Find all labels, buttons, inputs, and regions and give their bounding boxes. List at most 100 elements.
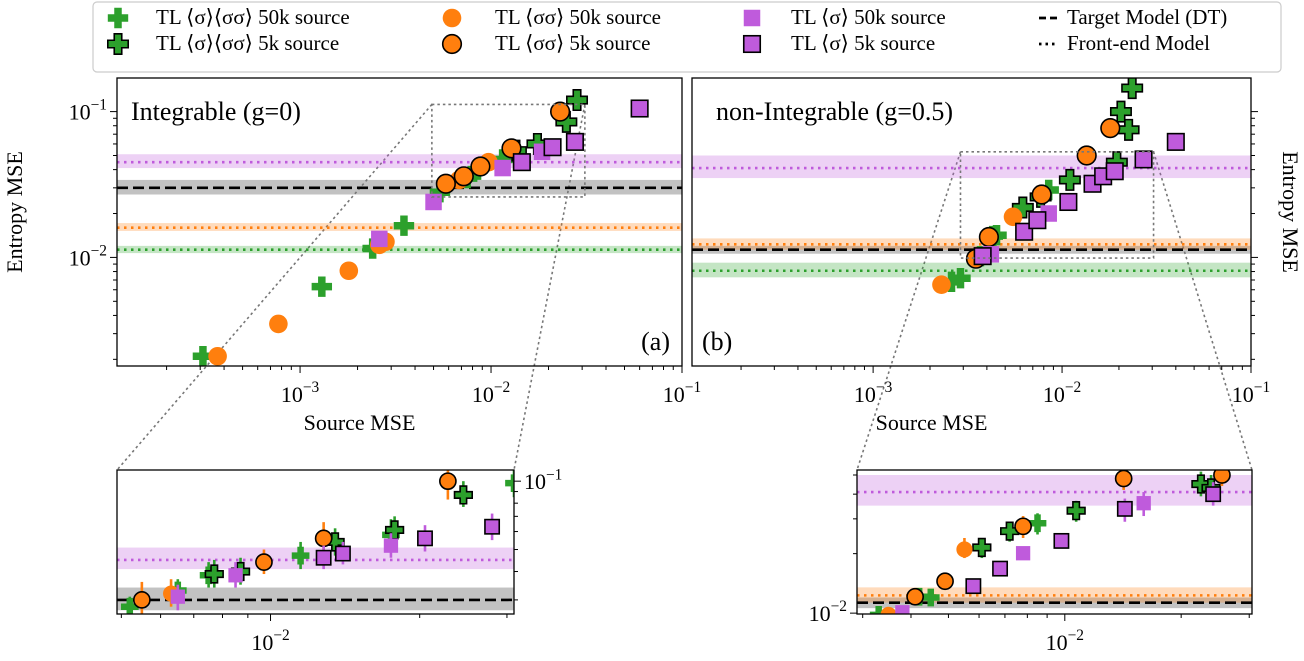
tick-label: 10−2 xyxy=(1043,379,1081,407)
point-square xyxy=(1116,500,1133,517)
point-square xyxy=(743,9,761,27)
point-square xyxy=(1015,546,1031,561)
legend-frame xyxy=(92,1,1282,73)
point-plus xyxy=(1000,521,1020,541)
point-square xyxy=(565,132,584,151)
tick-label: 10−3 xyxy=(854,379,893,407)
legend-entry: Front-end Model xyxy=(1039,31,1210,55)
point-circle xyxy=(936,572,954,591)
panel-2: 10−2 10−1 xyxy=(116,466,562,655)
point-circle xyxy=(1014,517,1032,536)
zoom-connector xyxy=(856,151,962,471)
zoom-region-box xyxy=(959,151,1155,259)
point-circle xyxy=(132,591,151,609)
point-square xyxy=(1105,162,1124,181)
point-plus xyxy=(107,7,129,29)
legend-entry: Target Model (DT) xyxy=(1039,5,1227,29)
zoom-connector xyxy=(116,103,433,471)
legend-entry: TL ⟨σ⟩ 5k source xyxy=(742,31,935,55)
tick-label: 10−2 xyxy=(1046,627,1084,655)
legend-label: TL ⟨σ⟩⟨σσ⟩ 5k source xyxy=(156,31,339,55)
uncertainty-band xyxy=(857,475,1252,506)
point-square xyxy=(425,193,442,211)
point-plus xyxy=(1011,196,1034,219)
y-axis-label: Entropy MSE xyxy=(1278,151,1303,273)
point-circle xyxy=(453,166,474,187)
point-square xyxy=(992,560,1009,577)
point-square xyxy=(973,247,992,266)
uncertainty-band xyxy=(692,262,1251,278)
point-square xyxy=(417,530,433,547)
uncertainty-band xyxy=(692,238,1251,250)
point-plus xyxy=(972,537,992,558)
point-circle xyxy=(339,261,359,281)
point-circle xyxy=(255,553,273,571)
point-circle xyxy=(1213,470,1231,484)
point-plus xyxy=(1028,514,1047,533)
point-square xyxy=(965,578,982,595)
point-circle xyxy=(932,275,951,294)
panel-tag: (b) xyxy=(702,327,732,356)
uncertainty-band xyxy=(692,155,1251,179)
point-plus xyxy=(429,182,451,203)
point-plus xyxy=(393,215,415,236)
point-circle xyxy=(880,606,897,614)
point-plus xyxy=(1058,168,1081,191)
legend-label: TL ⟨σσ⟩ 50k source xyxy=(495,5,661,29)
point-plus xyxy=(204,564,224,584)
legend-label: TL ⟨σ⟩ 50k source xyxy=(791,5,946,29)
tick-label: 10−1 xyxy=(1232,379,1270,407)
point-plus xyxy=(950,268,971,289)
tick-label: 10−2 xyxy=(251,627,289,655)
axes-frame xyxy=(691,77,1252,367)
point-circle xyxy=(470,156,491,177)
point-plus xyxy=(1117,118,1140,141)
x-axis-label: Source MSE xyxy=(876,410,988,435)
panel-3: 10−2 10−2 xyxy=(809,469,1253,655)
axes-frame xyxy=(116,469,515,615)
point-square xyxy=(1053,532,1070,549)
plot-area xyxy=(857,470,1252,614)
point-square xyxy=(1136,496,1151,511)
tick-label: 10−2 xyxy=(809,598,847,626)
tick-label: 10−1 xyxy=(69,97,107,125)
point-plus xyxy=(453,485,473,505)
x-axis-label: Source MSE xyxy=(304,410,416,435)
axes-frame xyxy=(116,77,683,367)
tick-label: 10−2 xyxy=(472,379,510,407)
point-plus xyxy=(1121,78,1144,100)
point-square xyxy=(1134,150,1153,169)
point-square xyxy=(1205,486,1222,503)
point-square xyxy=(371,230,388,248)
legend-label: TL ⟨σ⟩ 5k source xyxy=(791,31,935,55)
point-circle xyxy=(1114,470,1133,488)
legend-entry: TL ⟨σ⟩ 50k source xyxy=(743,5,946,29)
point-circle xyxy=(1076,145,1097,166)
point-circle xyxy=(1031,184,1052,205)
point-circle xyxy=(906,587,924,606)
point-square xyxy=(1166,132,1185,151)
point-plus xyxy=(492,149,513,170)
point-circle xyxy=(442,8,462,28)
legend-label: Front-end Model xyxy=(1067,31,1210,55)
panels: 10−3 10−2 10−1 10−2 10−1 Source MSE Entropy MS… xyxy=(2,77,1303,655)
point-circle xyxy=(439,472,457,491)
panel-tag: (a) xyxy=(641,327,670,356)
uncertainty-band xyxy=(117,547,514,570)
point-plus xyxy=(566,89,589,112)
legend-entry: TL ⟨σ⟩⟨σσ⟩ 5k source xyxy=(107,31,339,55)
panel-1: 10−3 10−2 10−1 Source MSE Entropy MSE non-Int… xyxy=(691,77,1303,435)
tick-label: 10−3 xyxy=(281,379,320,407)
point-plus xyxy=(921,588,940,607)
tick-label: 10−1 xyxy=(524,466,562,494)
zoom-connector xyxy=(1152,151,1253,471)
tick-label: 10−2 xyxy=(69,243,107,271)
point-square xyxy=(543,138,562,157)
point-square xyxy=(494,159,511,177)
point-circle xyxy=(501,138,522,159)
plot-area xyxy=(117,89,682,366)
point-square xyxy=(170,589,185,604)
point-square xyxy=(383,538,399,553)
point-plus xyxy=(505,474,514,493)
